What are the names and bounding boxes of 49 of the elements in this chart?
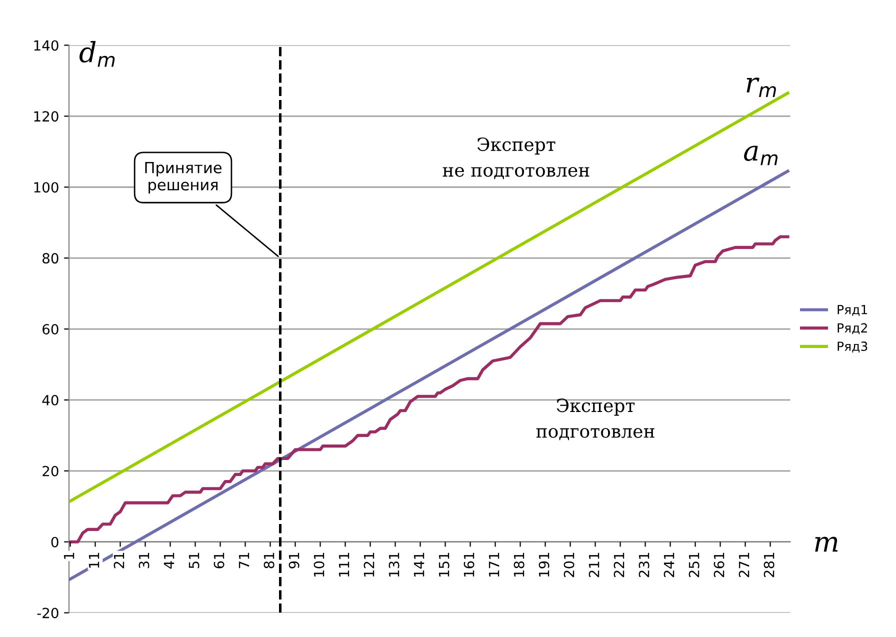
y-tick-label: 120 bbox=[34, 111, 58, 122]
y-tick-label: 60 bbox=[42, 324, 58, 334]
y-tick-label: 40 bbox=[42, 394, 58, 406]
line-series bbox=[68, 235, 790, 544]
legend-label: Ряд3 bbox=[838, 342, 868, 353]
x-tick-label: 1 bbox=[64, 552, 74, 559]
annotation: a$_{m}$ bbox=[744, 146, 778, 166]
legend-label: Ряд1 bbox=[838, 305, 868, 316]
x-tick-label: 91 bbox=[288, 552, 300, 568]
x-tick-label: 201 bbox=[564, 552, 574, 578]
x-axis-title: m bbox=[815, 536, 838, 552]
x-tick-label: 171 bbox=[488, 552, 500, 577]
x-tick-label: 51 bbox=[188, 552, 200, 568]
x-tick-label: 231 bbox=[638, 552, 650, 578]
x-tick-label: 61 bbox=[214, 552, 224, 568]
x-tick-label: 191 bbox=[538, 552, 550, 577]
x-tick-label: 41 bbox=[164, 552, 174, 569]
x-tick-label: 211 bbox=[588, 552, 600, 578]
y-axis-title: d$_{m}$ bbox=[79, 41, 115, 67]
x-tick-label: 151 bbox=[438, 552, 450, 577]
x-tick-label: 121 bbox=[364, 552, 374, 577]
x-tick-label: 271 bbox=[738, 552, 750, 578]
x-tick-label: 221 bbox=[614, 552, 624, 578]
y-tick-label: -20 bbox=[37, 608, 58, 618]
x-tick-label: 161 bbox=[464, 552, 474, 577]
x-tick-label: 81 bbox=[264, 552, 274, 568]
annotation: Эксперт подготовлен bbox=[536, 398, 654, 440]
x-tick-label: 241 bbox=[664, 552, 674, 578]
x-tick-label: 261 bbox=[714, 552, 724, 578]
y-tick-label: 100 bbox=[34, 182, 58, 193]
legend-label: Ряд2 bbox=[838, 323, 867, 334]
x-tick-label: 181 bbox=[514, 552, 524, 577]
annotation: Эксперт не подготовлен bbox=[442, 137, 590, 180]
x-tick-label: 131 bbox=[388, 552, 400, 577]
annotation: r$_{m}$ bbox=[746, 78, 776, 97]
x-tick-label: 101 bbox=[314, 552, 324, 577]
x-tick-label: 251 bbox=[688, 552, 700, 578]
x-tick-label: 71 bbox=[238, 552, 250, 568]
y-tick-label: 140 bbox=[34, 40, 58, 51]
annotation: Принятие решения bbox=[145, 162, 222, 194]
x-tick-label: 111 bbox=[338, 552, 350, 577]
x-tick-label: 281 bbox=[764, 552, 774, 578]
x-tick-label: 21 bbox=[114, 552, 124, 568]
x-tick-label: 11 bbox=[88, 552, 100, 568]
y-tick-label: 80 bbox=[42, 253, 58, 264]
x-tick-label: 31 bbox=[138, 552, 150, 568]
x-tick-label: 141 bbox=[414, 552, 424, 577]
y-tick-label: 20 bbox=[42, 466, 58, 476]
y-tick-label: 0 bbox=[51, 536, 58, 548]
